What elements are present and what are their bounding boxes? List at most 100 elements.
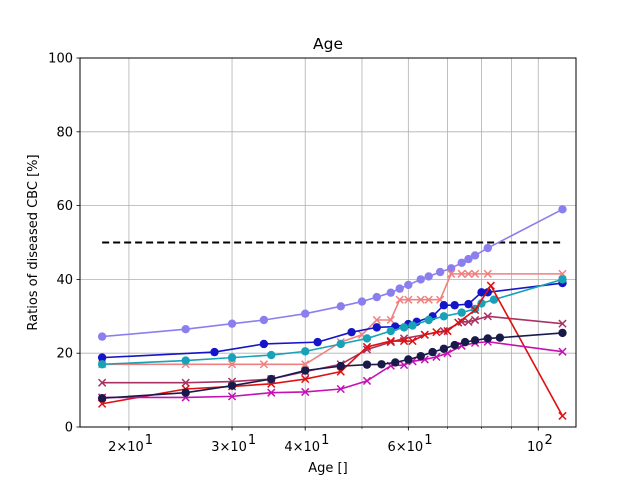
data-point <box>483 312 492 321</box>
data-point <box>97 353 107 362</box>
data-point <box>372 292 381 302</box>
x-tick-label: 6×10 1 <box>387 433 432 455</box>
data-point <box>259 315 269 325</box>
data-point <box>386 288 395 297</box>
data-point <box>259 360 269 369</box>
data-point <box>558 205 567 214</box>
data-point <box>362 360 372 369</box>
data-point <box>470 305 480 315</box>
data-point <box>301 387 310 397</box>
x-axis-label: Age [] <box>308 461 347 476</box>
data-point <box>408 336 417 346</box>
data-point <box>362 342 372 352</box>
data-point <box>347 327 356 337</box>
x-tick-label-base: 6×10 <box>387 440 423 455</box>
plot-frame <box>79 57 577 428</box>
x-tick-label-base: 10 <box>527 440 544 455</box>
y-tick-label: 60 <box>56 199 73 214</box>
data-point <box>443 326 452 336</box>
data-point <box>464 317 473 326</box>
x-tick-label-base: 4×10 <box>284 440 320 455</box>
y-tick-label: 80 <box>56 125 73 140</box>
x-tick-label: 3×10 1 <box>211 433 256 455</box>
y-tick-label: 100 <box>48 52 73 67</box>
x-tick-label-exponent: 1 <box>321 433 329 448</box>
data-point <box>399 323 409 332</box>
x-tick-label-exponent: 1 <box>145 433 153 448</box>
data-point <box>477 288 486 297</box>
data-point <box>404 295 413 304</box>
data-point <box>227 392 237 401</box>
series-line <box>102 273 563 366</box>
data-point <box>301 347 310 356</box>
data-point <box>267 350 276 360</box>
x-axis-ticks: 2×10 1 3×10 1 4×10 1 6×10 1 10 2 <box>108 427 553 455</box>
data-point <box>267 374 276 384</box>
data-point <box>181 378 190 387</box>
data-point <box>432 328 441 337</box>
data-point <box>336 339 345 349</box>
x-tick-label-base: 2×10 <box>108 440 144 455</box>
data-point <box>558 347 567 356</box>
data-point <box>424 295 433 304</box>
data-point <box>372 315 381 325</box>
data-point <box>336 361 345 371</box>
data-point <box>395 284 404 293</box>
data-point <box>181 356 190 365</box>
x-tick-label: 10 2 <box>527 433 553 455</box>
data-point <box>404 280 413 290</box>
x-tick-label-exponent: 2 <box>545 433 553 448</box>
y-tick-label: 20 <box>56 347 73 362</box>
data-point <box>301 366 310 375</box>
chart-title: Age <box>313 35 343 53</box>
data-point <box>227 353 237 362</box>
data-point <box>447 269 456 278</box>
data-point <box>386 315 395 325</box>
data-point <box>460 337 470 347</box>
data-point <box>435 267 445 277</box>
data-point <box>386 326 395 336</box>
data-point <box>439 344 449 353</box>
data-point <box>336 384 345 394</box>
series-layer <box>97 205 567 421</box>
data-point <box>181 388 190 397</box>
data-point <box>464 254 473 264</box>
data-point <box>313 337 322 347</box>
data-point <box>267 388 276 397</box>
data-point <box>470 315 480 325</box>
x-tick-label-exponent: 1 <box>248 433 256 448</box>
series-1 <box>97 205 567 341</box>
data-point <box>558 411 567 421</box>
data-point <box>450 340 459 350</box>
data-point <box>454 318 463 327</box>
data-point <box>424 315 433 325</box>
data-point <box>227 360 237 369</box>
y-axis-label: Ratios of diseased CBC [%] <box>26 154 41 330</box>
data-point <box>446 264 456 273</box>
data-point <box>424 272 433 281</box>
data-point <box>386 337 395 347</box>
data-point <box>483 334 492 343</box>
data-point <box>558 275 567 284</box>
data-point <box>301 374 310 384</box>
data-point <box>259 339 269 349</box>
data-point <box>457 258 466 267</box>
data-point <box>362 376 372 386</box>
data-point <box>464 299 473 309</box>
data-point <box>477 299 486 308</box>
data-point <box>464 269 473 278</box>
series-8 <box>97 328 567 403</box>
data-point <box>372 323 381 332</box>
data-point <box>470 336 480 345</box>
data-point <box>97 378 107 387</box>
data-point <box>450 301 459 310</box>
data-point <box>495 333 505 342</box>
data-point <box>336 302 345 311</box>
y-tick-label: 0 <box>65 421 73 436</box>
data-point <box>416 351 425 361</box>
data-point <box>210 347 219 357</box>
data-point <box>439 312 449 321</box>
data-point <box>404 355 413 364</box>
data-point <box>97 332 107 341</box>
